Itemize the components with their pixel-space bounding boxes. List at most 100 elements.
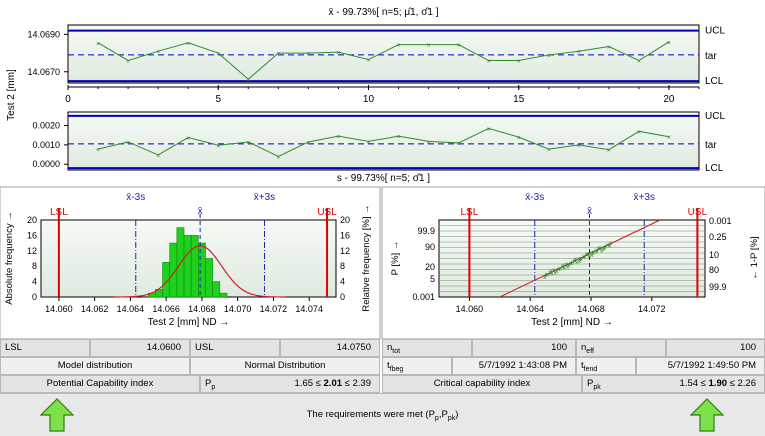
histogram-xtick-label: 14.068 <box>188 304 216 314</box>
s-point: × <box>156 153 160 160</box>
s-point: × <box>547 147 551 154</box>
probability-left-ytick: 99.9 <box>417 226 435 236</box>
probability-point: × <box>561 262 565 269</box>
s-plot-area <box>67 111 700 171</box>
usl-label: USL <box>190 339 280 357</box>
xbar-xtick-label: 0 <box>65 94 71 105</box>
spec-limits-row: LSL 14.0600 USL 14.0750 ntot 100 neff 10… <box>0 339 765 357</box>
pp-value: 1.65 ≤ 2.01 ≤ 2.39 <box>250 375 380 393</box>
histogram-right-ytick: 20 <box>340 215 350 225</box>
s-point: × <box>607 148 611 155</box>
s-point: × <box>396 134 400 141</box>
charts-canvas: x̄ - 99.73%[ n=5; μ̂1, σ̂1 ] 14.0690 14.06… <box>0 6 765 340</box>
probability-point: × <box>549 268 553 275</box>
ntot-value: 100 <box>472 339 576 357</box>
neff-value: 100 <box>666 339 765 357</box>
probability-point: × <box>581 255 585 262</box>
histogram-left-axis-label: Absolute frequency → <box>4 211 15 304</box>
model-row: Model distribution Normal Distribution t… <box>0 357 765 375</box>
s-point: × <box>427 139 431 146</box>
probability-point: × <box>591 250 595 257</box>
potential-capability-label: Potential Capability index <box>0 375 200 393</box>
s-lcl-label: LCL <box>705 163 724 174</box>
probability-point: × <box>578 259 582 266</box>
histogram-xtick-label: 14.064 <box>117 304 145 314</box>
probability-point: × <box>557 267 561 274</box>
xbar-point: × <box>667 40 671 47</box>
probability-point: × <box>570 261 574 268</box>
s-target-label: tar <box>705 140 717 151</box>
probability-point: × <box>582 255 586 262</box>
histogram-xtick-label: 14.072 <box>260 304 288 314</box>
xbar-xtick-label: 20 <box>663 94 675 105</box>
lsl-value: 14.0600 <box>90 339 190 357</box>
probability-right-ytick: 0.001 <box>709 216 732 226</box>
probability-point: × <box>603 245 607 252</box>
histogram-top-label: x̄ <box>198 206 203 217</box>
probability-point: × <box>587 254 591 261</box>
xbar-point: × <box>276 51 280 58</box>
critical-capability-label: Critical capability index <box>382 375 582 393</box>
probability-point: × <box>572 258 576 265</box>
xbar-point: × <box>336 50 340 57</box>
probability-point: × <box>553 268 557 275</box>
xbar-y-axis-label: Test 2 [mm] <box>6 69 17 121</box>
probability-left-ytick: 0.001 <box>412 292 435 302</box>
probability-top-label: x̄-3s <box>525 192 544 203</box>
histogram-xtick-label: 14.074 <box>295 304 323 314</box>
s-ytick-label: 0.0000 <box>32 159 60 169</box>
histogram-xtick-label: 14.060 <box>45 304 73 314</box>
probability-point: × <box>579 257 583 264</box>
probability-point: × <box>583 254 587 261</box>
probability-top-label: x̄+3s <box>633 192 654 203</box>
histogram-bar <box>183 235 192 298</box>
probability-left-ytick: 5 <box>430 274 435 284</box>
up-arrow-icon-right <box>690 398 724 432</box>
histogram-left-ytick: 16 <box>27 230 37 240</box>
probability-right-axis-label: ← 1-P [%] <box>749 236 760 279</box>
lsl-label: LSL <box>0 339 90 357</box>
xbar-lcl-label: LCL <box>705 76 724 87</box>
probability-point: × <box>544 273 548 280</box>
histogram-xtick-label: 14.070 <box>224 304 252 314</box>
probability-top-label: x̄ <box>587 206 592 217</box>
s-chart-title: s - 99.73%[ n=5; σ̂1 ] <box>337 172 430 184</box>
probability-point: × <box>564 262 568 269</box>
probability-right-ytick: 0.25 <box>709 232 727 242</box>
histogram-top-label: USL <box>317 207 337 218</box>
histogram-bar <box>205 258 213 298</box>
s-point: × <box>336 134 340 141</box>
xbar-point: × <box>306 51 310 58</box>
probability-point: × <box>573 257 577 264</box>
capability-row: Potential Capability index Pp 1.65 ≤ 2.0… <box>0 375 765 393</box>
xbar-point: × <box>156 49 160 56</box>
xbar-chart-title: x̄ - 99.73%[ n=5; μ̂1, σ̂1 ] <box>328 6 438 18</box>
probability-point: × <box>590 253 594 260</box>
tfirst-label: tfbeg <box>382 357 452 375</box>
s-point: × <box>487 126 491 133</box>
ppk-label: Ppk <box>582 375 622 393</box>
probability-xtick-label: 14.060 <box>456 304 484 314</box>
s-point: × <box>186 136 190 143</box>
probability-left-axis-label: P [%] → <box>390 241 401 276</box>
tend-value: 5/7/1992 1:49:50 PM <box>636 357 765 375</box>
probability-right-ytick: 99.9 <box>709 282 727 292</box>
s-point: × <box>517 135 521 142</box>
probability-point: × <box>607 242 611 249</box>
xbar-point: × <box>186 41 190 48</box>
histogram-right-ytick: 16 <box>340 230 350 240</box>
probability-left-ytick: 20 <box>425 262 435 272</box>
probability-point: × <box>591 251 595 258</box>
probability-point: × <box>560 264 564 271</box>
xbar-xtick-label: 15 <box>513 94 525 105</box>
probability-point: × <box>548 270 552 277</box>
histogram-top-label: LSL <box>50 207 68 218</box>
probability-point: × <box>608 240 612 247</box>
probability-point: × <box>604 244 608 251</box>
tfirst-value: 5/7/1992 1:43:08 PM <box>452 357 576 375</box>
probability-point: × <box>548 271 552 278</box>
xbar-ytick-label: 14.0690 <box>27 29 60 39</box>
probability-point: × <box>595 249 599 256</box>
probability-point: × <box>543 275 547 282</box>
histogram-left-ytick: 4 <box>32 277 37 287</box>
